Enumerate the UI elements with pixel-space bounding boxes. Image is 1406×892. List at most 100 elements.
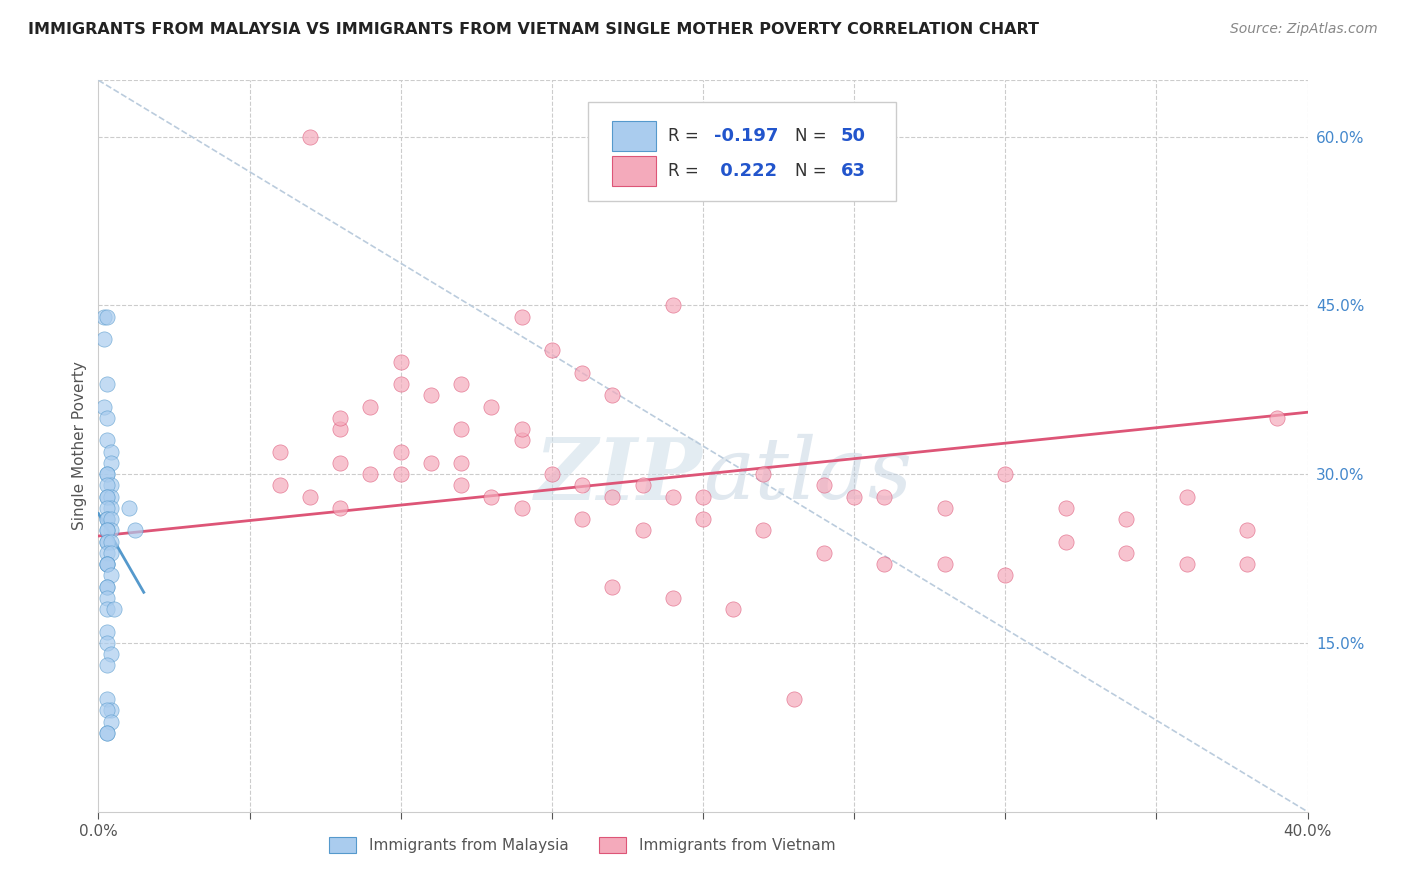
Point <box>103 602 125 616</box>
Text: atlas: atlas <box>703 434 912 516</box>
Point <box>329 410 352 425</box>
Point <box>389 354 412 368</box>
Point <box>100 647 122 661</box>
Point <box>602 388 624 402</box>
Point <box>450 422 472 436</box>
Point <box>420 388 443 402</box>
Point <box>100 524 122 538</box>
Point <box>571 512 593 526</box>
Point <box>631 524 654 538</box>
Point <box>571 366 593 380</box>
Point <box>96 524 118 538</box>
Point <box>118 500 141 515</box>
Point <box>100 534 122 549</box>
Point <box>510 434 533 448</box>
Point <box>813 546 835 560</box>
Text: 50: 50 <box>841 127 866 145</box>
Point <box>481 400 503 414</box>
Point <box>96 512 118 526</box>
Y-axis label: Single Mother Poverty: Single Mother Poverty <box>72 361 87 531</box>
Point <box>96 624 118 639</box>
Point <box>571 478 593 492</box>
Point <box>96 726 118 740</box>
Point <box>96 434 118 448</box>
Point <box>540 343 562 358</box>
Point <box>96 524 118 538</box>
FancyBboxPatch shape <box>613 155 655 186</box>
Point <box>1054 534 1077 549</box>
Point <box>1054 500 1077 515</box>
Point <box>481 490 503 504</box>
Point <box>96 591 118 605</box>
Text: IMMIGRANTS FROM MALAYSIA VS IMMIGRANTS FROM VIETNAM SINGLE MOTHER POVERTY CORREL: IMMIGRANTS FROM MALAYSIA VS IMMIGRANTS F… <box>28 22 1039 37</box>
Point <box>661 298 683 312</box>
Point <box>100 444 122 458</box>
Point <box>93 332 115 346</box>
Point <box>813 478 835 492</box>
Point <box>96 557 118 571</box>
Text: R =: R = <box>668 127 704 145</box>
Point <box>934 500 956 515</box>
Point <box>661 490 683 504</box>
Point <box>783 692 806 706</box>
Point <box>96 467 118 482</box>
Point <box>360 467 382 482</box>
Point <box>873 490 896 504</box>
Point <box>96 490 118 504</box>
Point <box>96 580 118 594</box>
Text: N =: N = <box>794 127 832 145</box>
FancyBboxPatch shape <box>613 120 655 152</box>
Point <box>420 456 443 470</box>
Point <box>100 478 122 492</box>
Point <box>93 400 115 414</box>
Point <box>994 467 1017 482</box>
Text: 63: 63 <box>841 162 866 180</box>
Point <box>100 703 122 717</box>
Point <box>389 467 412 482</box>
Point <box>269 444 291 458</box>
Point <box>96 534 118 549</box>
Point <box>510 310 533 324</box>
Point <box>1236 524 1258 538</box>
Point <box>1115 546 1137 560</box>
Point <box>96 534 118 549</box>
Point <box>96 658 118 673</box>
Text: 0.222: 0.222 <box>714 162 778 180</box>
Text: N =: N = <box>794 162 832 180</box>
Point <box>510 500 533 515</box>
Point <box>873 557 896 571</box>
Point <box>934 557 956 571</box>
Point <box>602 490 624 504</box>
Point <box>360 400 382 414</box>
Text: Source: ZipAtlas.com: Source: ZipAtlas.com <box>1230 22 1378 37</box>
Point <box>269 478 291 492</box>
Point <box>692 512 714 526</box>
Point <box>96 692 118 706</box>
Legend: Immigrants from Malaysia, Immigrants from Vietnam: Immigrants from Malaysia, Immigrants fro… <box>323 830 841 859</box>
Point <box>100 500 122 515</box>
Point <box>299 129 322 144</box>
Point <box>96 636 118 650</box>
Point <box>540 467 562 482</box>
Point <box>692 490 714 504</box>
Text: ZIP: ZIP <box>536 434 703 517</box>
Point <box>1175 557 1198 571</box>
Point <box>96 490 118 504</box>
Point <box>752 467 775 482</box>
Point <box>100 490 122 504</box>
Point <box>752 524 775 538</box>
Point <box>1115 512 1137 526</box>
Point <box>96 726 118 740</box>
Point <box>96 467 118 482</box>
Point <box>96 377 118 392</box>
Point <box>96 410 118 425</box>
Point <box>124 524 146 538</box>
Point <box>844 490 866 504</box>
Point <box>93 310 115 324</box>
Point <box>96 500 118 515</box>
Point <box>631 478 654 492</box>
Point <box>96 546 118 560</box>
Point <box>1267 410 1289 425</box>
Point <box>389 377 412 392</box>
Point <box>1236 557 1258 571</box>
